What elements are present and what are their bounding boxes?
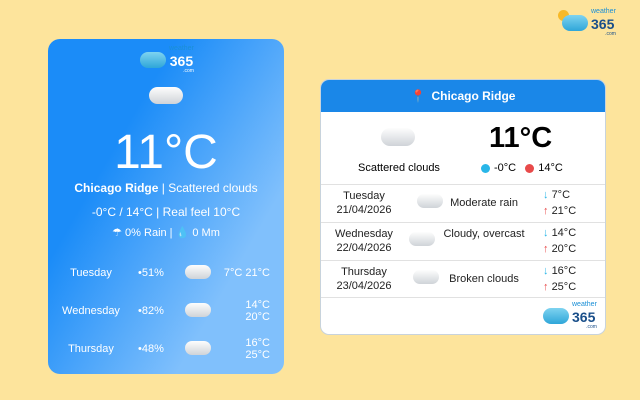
forecast-day: Wednesday (62, 305, 120, 317)
forecast-row: Tuesday •51% 7°C 21°C (48, 261, 284, 285)
condition: Scattered clouds (168, 181, 258, 195)
weather365-logo: weather 365 .com (558, 8, 616, 38)
rain-cloud-icon (417, 194, 443, 208)
location-name: Chicago Ridge (74, 181, 159, 195)
forecast-temps: 14°C 20°C (245, 299, 270, 323)
forecast-row: Wednesday •82% 14°C 20°C (48, 299, 284, 323)
umbrella-icon: ☂ (112, 227, 122, 239)
location-name: Chicago Ridge (431, 89, 516, 103)
location-pin-icon: 📍 (410, 89, 426, 103)
forecast-row: Tuesday 21/04/2026 Moderate rain ↓ 7°C ↑ 2… (321, 184, 605, 222)
cloud-icon (185, 340, 211, 355)
logo-cloud-icon (136, 46, 166, 68)
min-max: -0°C / 14°C (91, 205, 153, 219)
widget-header: 📍 Chicago Ridge (321, 80, 605, 112)
forecast-row: Wednesday 22/04/2026 Cloudy, overcast ↓ 1… (321, 222, 605, 260)
logo-cloud-icon (539, 302, 569, 324)
cloud-icon (149, 87, 183, 104)
left-weather-widget: weather 365 .com 11°C Chicago Ridge | Scat… (48, 39, 284, 374)
forecast-day: Tuesday (70, 267, 112, 279)
weather365-logo: weather 365 .com (136, 45, 194, 75)
cloud-icon (185, 302, 211, 317)
condition: Scattered clouds (358, 162, 440, 174)
forecast-chance: •82% (138, 305, 164, 317)
cloud-icon (409, 232, 435, 246)
forecast-temps: 7°C 21°C (223, 267, 270, 279)
min-max: -0°C 14°C (481, 162, 563, 174)
right-weather-widget: 📍 Chicago Ridge 11°C Scattered clouds -0°… (320, 79, 606, 335)
cloud-icon (413, 270, 439, 284)
cloud-icon (381, 128, 415, 146)
forecast-row: Thursday 23/04/2026 Broken clouds ↓ 16°C ↑… (321, 260, 605, 298)
precipitation: 0 Mm (192, 227, 220, 239)
current-temperature: 11°C (114, 126, 218, 179)
forecast-row: Thursday •48% 16°C 25°C (48, 337, 284, 361)
drop-icon: 💧 (175, 227, 190, 239)
forecast-chance: •51% (138, 267, 164, 279)
forecast-temps: 16°C 25°C (245, 337, 270, 361)
rain-cloud-icon (185, 264, 211, 279)
logo-cloud-icon (558, 9, 588, 31)
forecast-day: Thursday (68, 343, 114, 355)
forecast-chance: •48% (138, 343, 164, 355)
rain-chance: 0% Rain (125, 227, 167, 239)
real-feel: Real feel 10°C (162, 205, 241, 219)
weather365-logo: weather 365 .com (539, 301, 597, 331)
current-temperature: 11°C (489, 122, 553, 154)
